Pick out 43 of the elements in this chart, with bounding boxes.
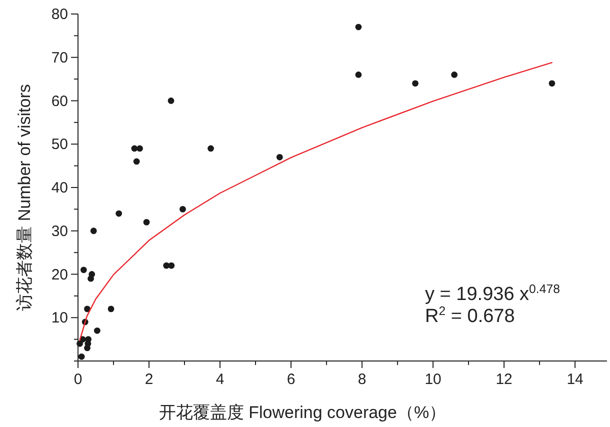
- point: [355, 72, 362, 78]
- point: [136, 145, 143, 152]
- x-tick-label: 6: [286, 371, 296, 388]
- y-tick-label: 10: [51, 310, 68, 327]
- y-axis-title: 访花者数量 Number of visitors: [15, 84, 34, 311]
- y-tick-label: 50: [51, 136, 68, 154]
- x-tick-label: 12: [496, 371, 512, 388]
- x-tick-label: 10: [424, 371, 442, 388]
- point: [94, 327, 100, 334]
- point: [108, 306, 114, 312]
- point: [78, 353, 85, 360]
- y-tick-label: 70: [51, 49, 68, 66]
- y-tick-label: 40: [51, 180, 68, 196]
- annotation: R$^{2}$ = 0.678: [425, 304, 515, 327]
- point: [168, 98, 174, 104]
- y-tick-label: 20: [51, 266, 68, 284]
- x-tick-label: 2: [144, 371, 154, 388]
- y-tick-label: 30: [51, 222, 68, 240]
- point: [180, 206, 186, 212]
- point: [548, 80, 556, 87]
- x-tick-label: 8: [358, 371, 366, 388]
- y-tick-label: 60: [51, 92, 68, 110]
- point: [143, 219, 150, 226]
- x-tick-label: 4: [216, 371, 224, 388]
- annotation: y = 19.936 x$^{0.478}$: [425, 282, 560, 305]
- point: [84, 344, 90, 352]
- point: [168, 262, 175, 269]
- point: [451, 72, 458, 78]
- point: [76, 340, 83, 347]
- point: [84, 306, 90, 312]
- point: [88, 275, 94, 282]
- point: [208, 145, 214, 152]
- point: [116, 210, 122, 217]
- y-tick-label: 80: [51, 6, 68, 23]
- point: [80, 266, 87, 274]
- point: [355, 24, 362, 30]
- point: [276, 154, 283, 160]
- point: [90, 228, 97, 234]
- x-tick-label: 14: [566, 371, 584, 388]
- x-tick-label: 0: [74, 371, 82, 388]
- point: [133, 158, 140, 165]
- x-axis-title: 开花覆盖度 Flowering coverage（%）: [158, 403, 446, 422]
- point: [412, 80, 418, 87]
